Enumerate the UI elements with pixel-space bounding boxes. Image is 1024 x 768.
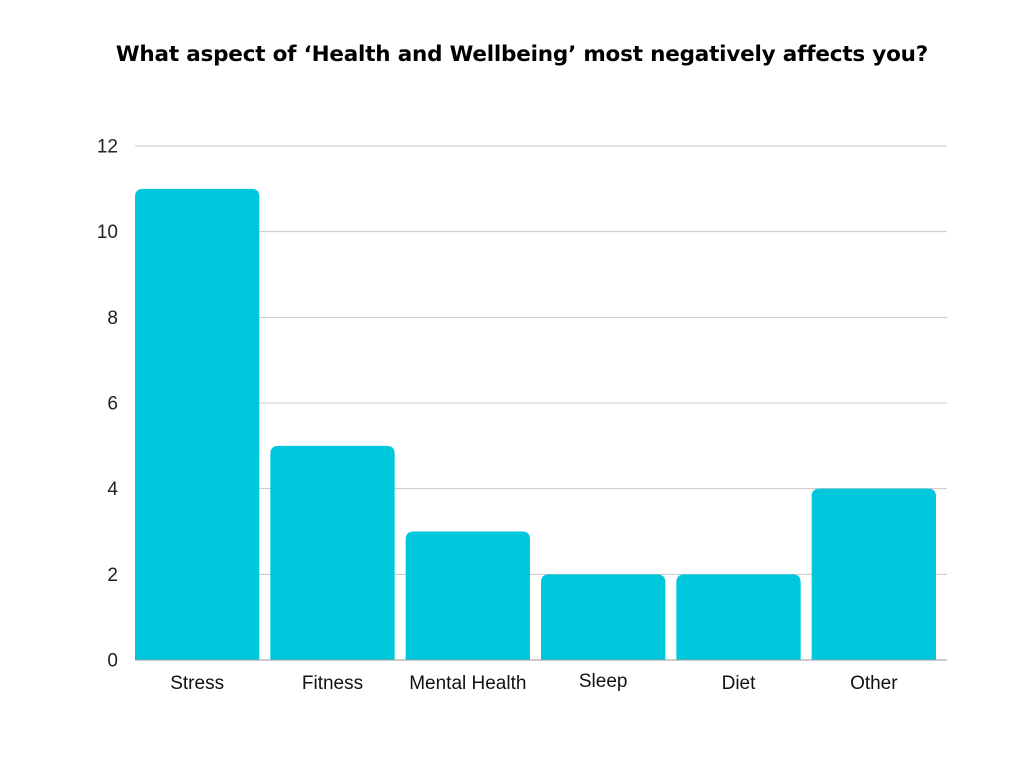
y-tick-label: 8 <box>107 308 118 329</box>
bar-mental-health <box>405 531 530 660</box>
bar-sleep <box>541 574 666 660</box>
y-tick-label: 4 <box>107 479 118 500</box>
y-tick-label: 10 <box>97 222 118 243</box>
x-label-mental-health: Mental Health <box>409 673 526 694</box>
y-tick-label: 0 <box>107 651 118 672</box>
bar-other <box>811 488 936 660</box>
chart-title: What aspect of ‘Health and Wellbeing’ mo… <box>115 42 929 67</box>
x-label-diet: Diet <box>722 673 757 694</box>
bars <box>135 188 936 661</box>
y-tick-label: 12 <box>97 137 118 158</box>
x-label-fitness: Fitness <box>302 673 363 694</box>
y-axis-ticks: 0 2 4 6 8 10 12 <box>97 137 119 672</box>
bar-stress <box>135 188 260 661</box>
y-tick-label: 6 <box>107 394 118 415</box>
x-label-sleep: Sleep <box>579 671 628 692</box>
x-label-stress: Stress <box>170 673 224 694</box>
bar-diet <box>676 574 801 660</box>
y-tick-label: 2 <box>107 565 118 586</box>
x-axis-labels: Stress Fitness Mental Health Sleep Diet Other <box>170 671 898 694</box>
bar-fitness <box>270 445 395 660</box>
x-label-other: Other <box>850 673 898 694</box>
